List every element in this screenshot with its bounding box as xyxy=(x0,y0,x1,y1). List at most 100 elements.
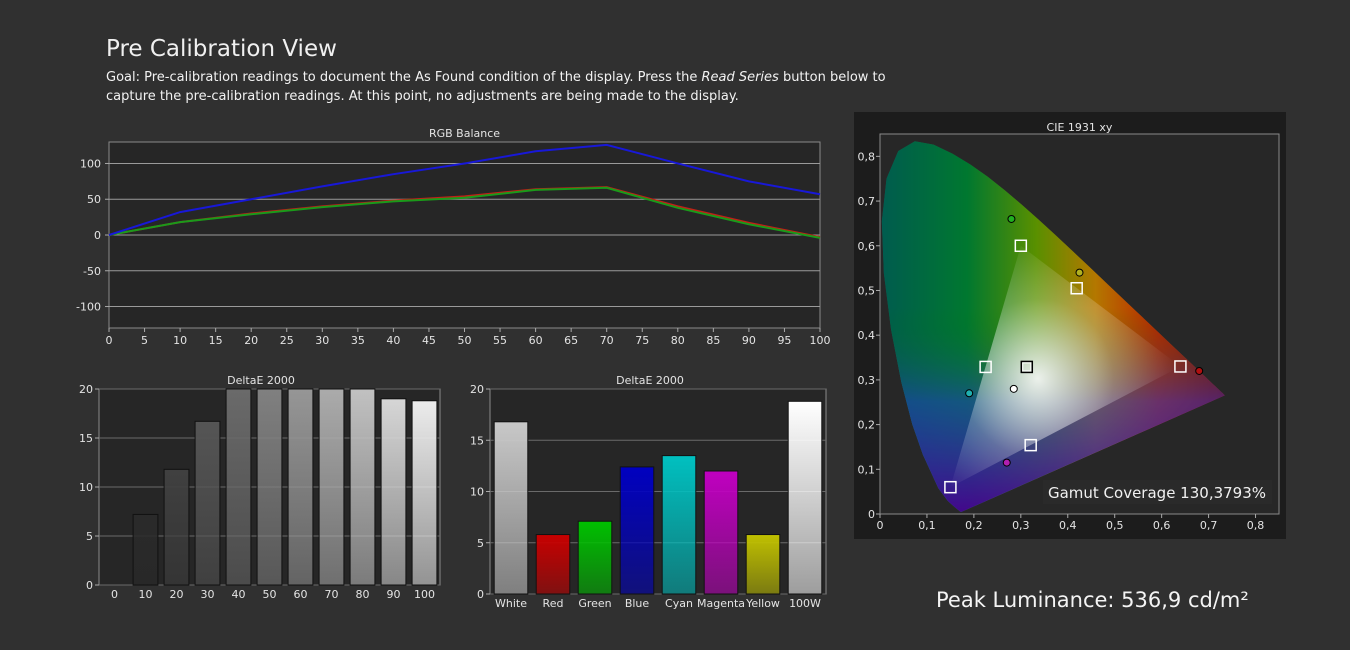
color-bar-red xyxy=(535,534,571,595)
color-x-label: Green xyxy=(578,597,611,610)
gray-x-label: 30 xyxy=(201,588,215,601)
cie-y-tick-label: 0 xyxy=(868,508,875,521)
cie-measured-point xyxy=(1002,458,1011,467)
cie-x-tick-label: 0,7 xyxy=(1200,519,1218,532)
rgb-x-tick-label: 15 xyxy=(209,334,223,347)
cie-white-target-inner xyxy=(1022,362,1032,372)
rgb-y-tick-label: -50 xyxy=(83,265,101,278)
cie-1931-chart: CIE 1931 xy 0,8 0,7 0,6 0,5 0,4 0,3 0,2 0,1 00 0,1… xyxy=(858,121,1280,532)
color-bar-blue xyxy=(619,466,655,595)
rgb-x-tick-label: 90 xyxy=(742,334,756,347)
cie-target-square xyxy=(979,360,992,374)
color-x-label: Yellow xyxy=(745,597,780,610)
color-chart-title: DeltaE 2000 xyxy=(616,374,684,387)
rgb-balance-chart: RGB Balance 100 50 0 -50 -100 0 5 10 15 20 25 30 35 40… xyxy=(76,127,831,347)
gray-x-label: 40 xyxy=(232,588,246,601)
cie-target-square xyxy=(1020,360,1034,374)
gray-bar-80 xyxy=(349,388,376,586)
rgb-x-tick-label: 35 xyxy=(351,334,365,347)
cie-measured-point xyxy=(1195,366,1204,375)
peak-luminance-readout: Peak Luminance: 536,9 cd/m² xyxy=(936,588,1249,612)
cie-x-tick-label: 0,2 xyxy=(965,519,983,532)
color-bar-yellow xyxy=(745,534,781,595)
goal-description: Goal: Pre-calibration readings to docume… xyxy=(106,68,906,106)
cie-y-tick-label: 0,2 xyxy=(858,419,876,432)
rgb-x-tick-label: 10 xyxy=(173,334,187,347)
gray-x-label: 70 xyxy=(325,588,339,601)
rgb-x-tick-label: 40 xyxy=(386,334,400,347)
gamut-coverage-box xyxy=(1043,480,1272,504)
rgb-x-tick-label: 25 xyxy=(280,334,294,347)
cie-target-square xyxy=(1174,360,1187,373)
gray-x-label: 10 xyxy=(139,588,153,601)
cie-target-square xyxy=(944,480,957,494)
gray-bar-60 xyxy=(287,388,314,586)
color-x-label: Cyan xyxy=(665,597,693,610)
gray-bar-40 xyxy=(225,388,252,586)
rgb-chart-title: RGB Balance xyxy=(429,127,500,140)
rgb-line-green xyxy=(108,186,821,239)
cie-target-square xyxy=(1014,239,1028,253)
cie-y-tick-label: 0,1 xyxy=(858,463,876,476)
color-deltae-chart: DeltaE 2000 20 15 10 5 0 White Red Green Blue Cyan… xyxy=(470,374,827,610)
cie-measured-point xyxy=(1007,214,1016,223)
gray-chart-title: DeltaE 2000 xyxy=(227,374,295,387)
goal-text-prefix: Goal: Pre-calibration readings to docume… xyxy=(106,70,702,85)
cie-x-tick-label: 0,6 xyxy=(1153,519,1171,532)
rgb-x-tick-label: 80 xyxy=(671,334,685,347)
gray-x-label: 20 xyxy=(170,588,184,601)
cie-y-tick-label: 0,5 xyxy=(858,284,876,297)
gray-y-tick-label: 10 xyxy=(79,481,93,494)
gray-x-label: 90 xyxy=(387,588,401,601)
rgb-x-tick-label: 95 xyxy=(777,334,791,347)
color-bar-100w xyxy=(787,400,823,595)
color-bar-magenta xyxy=(703,470,739,595)
cie-gamut-triangle xyxy=(950,245,1181,488)
color-x-label: Blue xyxy=(625,597,650,610)
rgb-y-tick-label: -100 xyxy=(76,301,101,314)
cie-y-tick-label: 0,3 xyxy=(858,374,876,387)
gray-x-label: 100 xyxy=(414,588,435,601)
gamut-coverage-label: Gamut Coverage 130,3793% xyxy=(1048,484,1266,502)
rgb-y-tick-label: 0 xyxy=(94,229,101,242)
rgb-x-tick-label: 20 xyxy=(244,334,258,347)
rgb-x-tick-label: 65 xyxy=(564,334,578,347)
rgb-x-tick-label: 0 xyxy=(106,334,113,347)
rgb-x-tick-label: 50 xyxy=(458,334,472,347)
gray-y-tick-label: 0 xyxy=(86,579,93,592)
gray-bar-90 xyxy=(380,398,407,586)
cie-y-tick-label: 0,7 xyxy=(858,195,876,208)
cie-measured-point xyxy=(1075,268,1084,277)
rgb-x-tick-label: 100 xyxy=(810,334,831,347)
color-x-label: Red xyxy=(543,597,564,610)
rgb-y-tick-label: 100 xyxy=(80,157,101,170)
color-y-tick-label: 15 xyxy=(470,434,484,447)
color-y-tick-label: 5 xyxy=(477,537,484,550)
cie-x-tick-label: 0,1 xyxy=(918,519,936,532)
cie-x-tick-label: 0,5 xyxy=(1106,519,1124,532)
rgb-x-tick-label: 5 xyxy=(141,334,148,347)
gray-bar-100 xyxy=(411,400,438,586)
rgb-x-tick-label: 55 xyxy=(493,334,507,347)
cie-y-tick-label: 0,4 xyxy=(858,329,876,342)
gray-bar-10 xyxy=(132,513,159,586)
cie-x-tick-label: 0,4 xyxy=(1059,519,1077,532)
color-x-label: 100W xyxy=(789,597,821,610)
goal-text-suffix: button below to capture the pre-calibrat… xyxy=(106,70,886,104)
cie-chart-title: CIE 1931 xy xyxy=(1047,121,1113,134)
gray-x-label: 60 xyxy=(294,588,308,601)
rgb-x-tick-label: 45 xyxy=(422,334,436,347)
color-y-tick-label: 0 xyxy=(477,588,484,601)
cie-y-tick-label: 0,6 xyxy=(858,240,876,253)
rgb-x-tick-label: 70 xyxy=(600,334,614,347)
rgb-x-tick-label: 75 xyxy=(635,334,649,347)
cie-y-tick-label: 0,8 xyxy=(858,150,876,163)
color-bar-cyan xyxy=(661,455,697,595)
cie-x-tick-label: 0,8 xyxy=(1247,519,1265,532)
page-title: Pre Calibration View xyxy=(106,36,337,62)
cie-measured-point xyxy=(1009,384,1018,393)
rgb-line-blue xyxy=(108,143,821,236)
cie-measured-point xyxy=(965,389,974,398)
gray-bar-30 xyxy=(194,420,221,586)
